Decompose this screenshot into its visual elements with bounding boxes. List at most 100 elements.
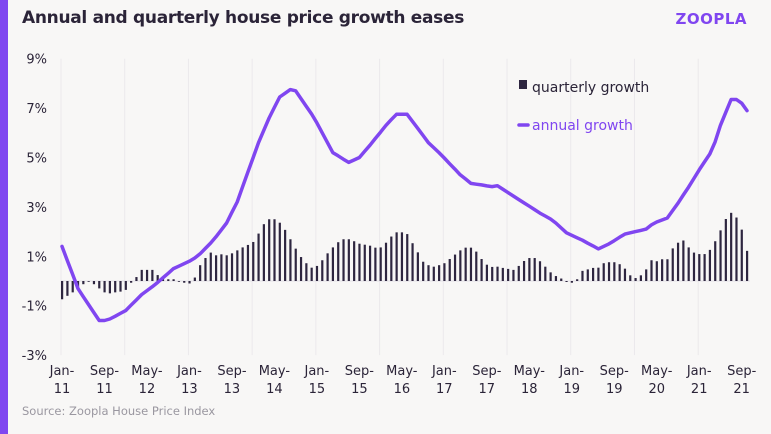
quarterly-bar — [676, 242, 680, 281]
x-tick-label-month: Jan- — [686, 364, 712, 379]
quarterly-bar — [167, 279, 170, 281]
quarterly-bar — [278, 222, 281, 281]
quarterly-bar — [448, 259, 451, 281]
quarterly-bar — [353, 241, 356, 281]
quarterly-bar — [87, 281, 90, 282]
quarterly-bar — [538, 261, 542, 281]
x-tick-label-month: May- — [641, 364, 673, 379]
quarterly-bar — [602, 263, 605, 281]
quarterly-bar — [172, 279, 175, 281]
quarterly-bar — [422, 261, 425, 281]
quarterly-bar — [395, 232, 398, 281]
quarterly-bar — [432, 266, 435, 281]
quarterly-bar — [464, 247, 467, 281]
quarterly-bar — [740, 229, 743, 281]
quarterly-bar — [719, 230, 722, 281]
x-tick-label-month: May- — [514, 364, 546, 379]
y-tick-label: 7% — [26, 102, 47, 117]
x-tick-label-year: 19 — [606, 382, 623, 397]
x-tick-label-year: 16 — [394, 382, 411, 397]
quarterly-bar — [597, 267, 600, 281]
x-tick-label-month: May- — [386, 364, 418, 379]
x-tick-label-month: Jan- — [49, 364, 75, 379]
quarterly-bar — [576, 279, 579, 281]
quarterly-bar — [82, 281, 85, 285]
quarterly-bar — [310, 267, 313, 281]
quarterly-bar — [315, 265, 319, 281]
x-tick-label-month: Jan- — [304, 364, 330, 379]
quarterly-bar — [71, 281, 74, 293]
quarterly-bar — [586, 269, 589, 281]
quarterly-bar — [639, 275, 642, 281]
quarterly-bar — [459, 250, 462, 281]
quarterly-bar — [268, 219, 271, 281]
quarterly-bar — [629, 275, 632, 281]
x-tick-label-year: 17 — [436, 382, 453, 397]
x-tick-label-year: 19 — [563, 382, 580, 397]
quarterly-bar — [438, 265, 441, 281]
quarterly-bar — [496, 266, 499, 281]
quarterly-bar — [183, 281, 186, 283]
zoopla-logo: ZOOPLA — [675, 10, 747, 28]
quarterly-bar — [565, 281, 568, 282]
quarterly-bar — [151, 269, 154, 281]
quarterly-bar — [257, 233, 260, 281]
quarterly-bar — [363, 244, 366, 281]
quarterly-bar — [708, 249, 712, 281]
quarterly-bar — [453, 254, 457, 281]
quarterly-bar — [321, 260, 324, 281]
quarterly-bar — [735, 217, 738, 281]
quarterly-bar — [480, 259, 483, 281]
quarterly-bar — [130, 281, 133, 283]
quarterly-bar — [124, 281, 127, 290]
quarterly-bar — [714, 241, 717, 281]
x-tick-label-year: 15 — [351, 382, 368, 397]
quarterly-bar — [331, 247, 335, 281]
y-tick-label: 5% — [26, 152, 47, 167]
quarterly-bar — [411, 243, 414, 281]
quarterly-bar — [501, 267, 504, 281]
chart-title: Annual and quarterly house price growth … — [22, 8, 465, 28]
x-tick-label-month: Jan- — [431, 364, 457, 379]
x-tick-label-month: Sep- — [345, 364, 375, 379]
gridlines — [60, 58, 699, 356]
quarterly-bar — [634, 278, 637, 281]
quarterly-bar — [666, 259, 669, 281]
quarterly-bar — [225, 255, 228, 281]
x-tick-label-month: Jan- — [176, 364, 202, 379]
quarterly-bar — [549, 272, 552, 281]
legend-swatch-quarterly — [519, 80, 527, 89]
quarterly-bar — [262, 224, 265, 281]
quarterly-bar — [347, 239, 350, 281]
x-tick-label-year: 17 — [479, 382, 496, 397]
quarterly-bar — [156, 275, 159, 281]
legend: quarterly growth annual growth — [517, 80, 649, 134]
quarterly-bar — [400, 232, 404, 281]
quarterly-bar — [294, 248, 297, 281]
quarterly-bar — [730, 212, 733, 281]
quarterly-bar — [607, 262, 611, 281]
y-tick-label: -3% — [22, 349, 47, 364]
quarterly-bar — [507, 268, 510, 281]
quarterly-bar — [337, 242, 340, 281]
quarterly-bar — [703, 254, 706, 281]
quarterly-bar — [119, 281, 122, 292]
quarterly-bar — [613, 262, 616, 281]
quarterly-bar — [554, 276, 558, 281]
annual-growth-line — [60, 87, 749, 323]
quarterly-bar — [108, 281, 111, 294]
x-tick-label-month: Sep- — [600, 364, 630, 379]
y-tick-label: 3% — [26, 201, 47, 216]
quarterly-bar — [140, 269, 143, 281]
quarterly-bar — [230, 253, 234, 281]
quarterly-bar — [305, 263, 308, 281]
quarterly-bar — [469, 247, 473, 281]
quarterly-bar — [289, 239, 292, 281]
quarterly-bar — [406, 234, 409, 281]
quarterly-bar — [491, 266, 494, 281]
y-tick-label: 9% — [26, 53, 47, 68]
quarterly-bar — [188, 281, 191, 284]
quarterly-bar — [98, 281, 101, 289]
quarterly-bar — [241, 247, 244, 281]
